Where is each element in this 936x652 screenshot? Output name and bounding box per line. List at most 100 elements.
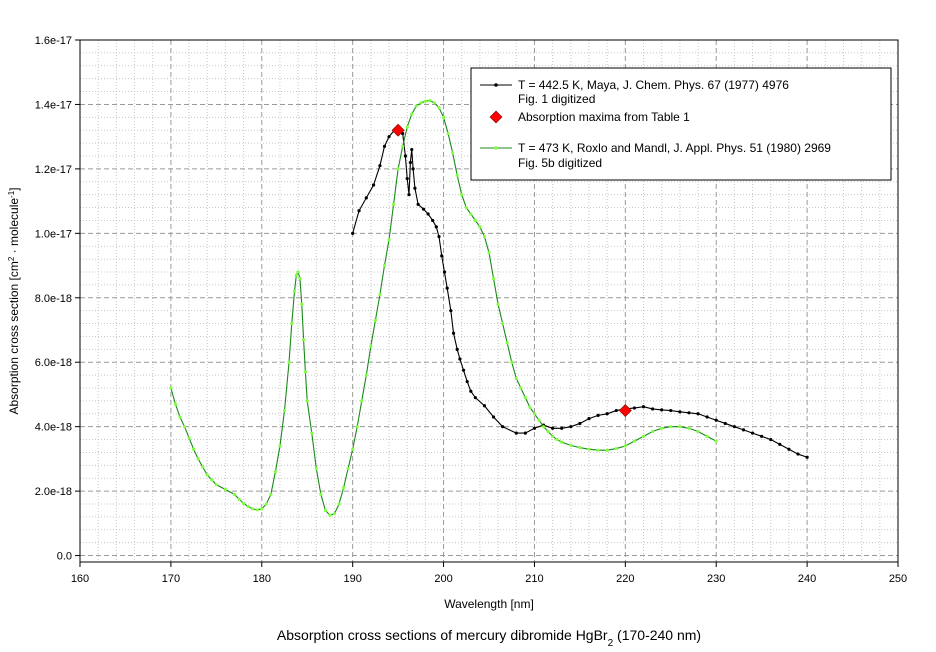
series-point <box>246 504 250 509</box>
series-point <box>501 321 505 326</box>
series-point <box>351 231 355 235</box>
plot-frame <box>79 39 899 563</box>
y-tick-label: 4.0e-18 <box>35 422 72 434</box>
series-point <box>514 431 518 435</box>
series-point <box>314 466 318 471</box>
series-point <box>382 263 387 268</box>
series-point <box>413 186 417 190</box>
series-point <box>296 270 300 274</box>
chart-caption: Absorption cross sections of mercury dib… <box>277 627 701 649</box>
y-axis-title-sup-2: -1 <box>7 190 16 198</box>
series-point <box>641 434 646 438</box>
x-tick-label: 180 <box>253 573 271 585</box>
series-point <box>391 202 396 206</box>
series-point <box>242 501 246 505</box>
series-point <box>796 452 800 456</box>
chart-caption-main: Absorption cross sections of mercury dib… <box>277 627 608 643</box>
y-axis-title-sup-1: 2 <box>7 256 16 261</box>
legend: T = 442.5 K, Maya, J. Chem. Phys. 67 (19… <box>470 67 892 181</box>
legend-swatch-roxlo-marker <box>494 146 498 150</box>
series-point <box>364 373 368 377</box>
series-point <box>805 455 809 459</box>
series-point <box>551 426 555 430</box>
series-point <box>760 434 764 438</box>
legend-label-maya-line2: Fig. 1 digitized <box>518 92 595 106</box>
series-point <box>469 389 473 393</box>
series-point <box>632 406 637 410</box>
x-tick-label: 190 <box>343 573 361 585</box>
series-point <box>446 131 450 136</box>
series-point <box>587 417 591 421</box>
series-point <box>178 415 182 419</box>
series-point <box>411 167 415 171</box>
series-point <box>523 396 527 400</box>
series-point <box>323 508 327 513</box>
series-point <box>532 412 537 416</box>
series-point <box>205 473 209 477</box>
series-point <box>750 431 755 435</box>
y-tick-label: 8.0e-18 <box>35 293 72 305</box>
series-point <box>623 444 627 448</box>
series-point <box>301 338 306 342</box>
series-point <box>407 193 411 197</box>
series-point <box>614 408 618 413</box>
series-point <box>569 425 573 429</box>
series-point <box>264 502 268 506</box>
series-point <box>714 439 718 443</box>
series-point <box>290 321 294 326</box>
series-point <box>387 238 391 242</box>
series-point <box>273 470 278 474</box>
series-point <box>514 376 518 380</box>
series-point <box>319 492 323 496</box>
series-point <box>519 386 523 390</box>
series-point <box>382 144 387 148</box>
series-point <box>423 99 427 103</box>
legend-swatch-maya-marker <box>494 83 498 87</box>
series-point <box>523 431 527 435</box>
series-point <box>532 426 537 430</box>
legend-label-maxima: Absorption maxima from Table 1 <box>518 110 690 124</box>
series-point <box>192 447 196 451</box>
y-tick-label: 0.0 <box>57 551 72 563</box>
series-point <box>451 331 456 335</box>
series-point <box>278 444 282 448</box>
series-point <box>596 413 600 417</box>
series-point <box>364 196 368 200</box>
series-point <box>669 425 673 429</box>
series-absorption-maxima <box>391 123 632 417</box>
series-point <box>360 399 364 403</box>
series-point <box>578 446 582 450</box>
x-axis-title: Wavelength [nm] <box>444 597 534 611</box>
series-point <box>434 225 438 229</box>
grid <box>79 39 899 562</box>
x-tick-label: 250 <box>889 573 907 585</box>
series-point <box>419 101 423 105</box>
x-tick-label: 170 <box>162 573 180 585</box>
series-point <box>369 344 373 348</box>
series-point <box>255 508 259 512</box>
series-point <box>455 173 459 177</box>
series-point <box>660 426 664 430</box>
series-point <box>465 379 469 384</box>
series-point <box>651 429 655 434</box>
series-point <box>426 212 430 216</box>
series-point <box>632 439 637 443</box>
series-point <box>387 135 391 139</box>
series-point <box>173 402 178 406</box>
series-roxlo-473k <box>169 98 718 517</box>
series-point <box>403 154 407 158</box>
series-point <box>378 292 382 297</box>
y-tick-label: 1.2e-17 <box>35 164 72 176</box>
series-point <box>441 115 446 119</box>
series-point <box>410 147 414 152</box>
series-point <box>605 448 609 452</box>
y-axis-title: Absorption cross section [cm2 · molecule… <box>7 187 22 414</box>
series-point <box>414 104 418 108</box>
series-point <box>491 415 496 419</box>
series-point <box>469 212 473 216</box>
series-point <box>432 101 437 105</box>
series-point <box>449 309 453 313</box>
series-point <box>421 207 426 211</box>
x-tick-label: 160 <box>71 573 89 585</box>
series-point <box>678 425 682 429</box>
